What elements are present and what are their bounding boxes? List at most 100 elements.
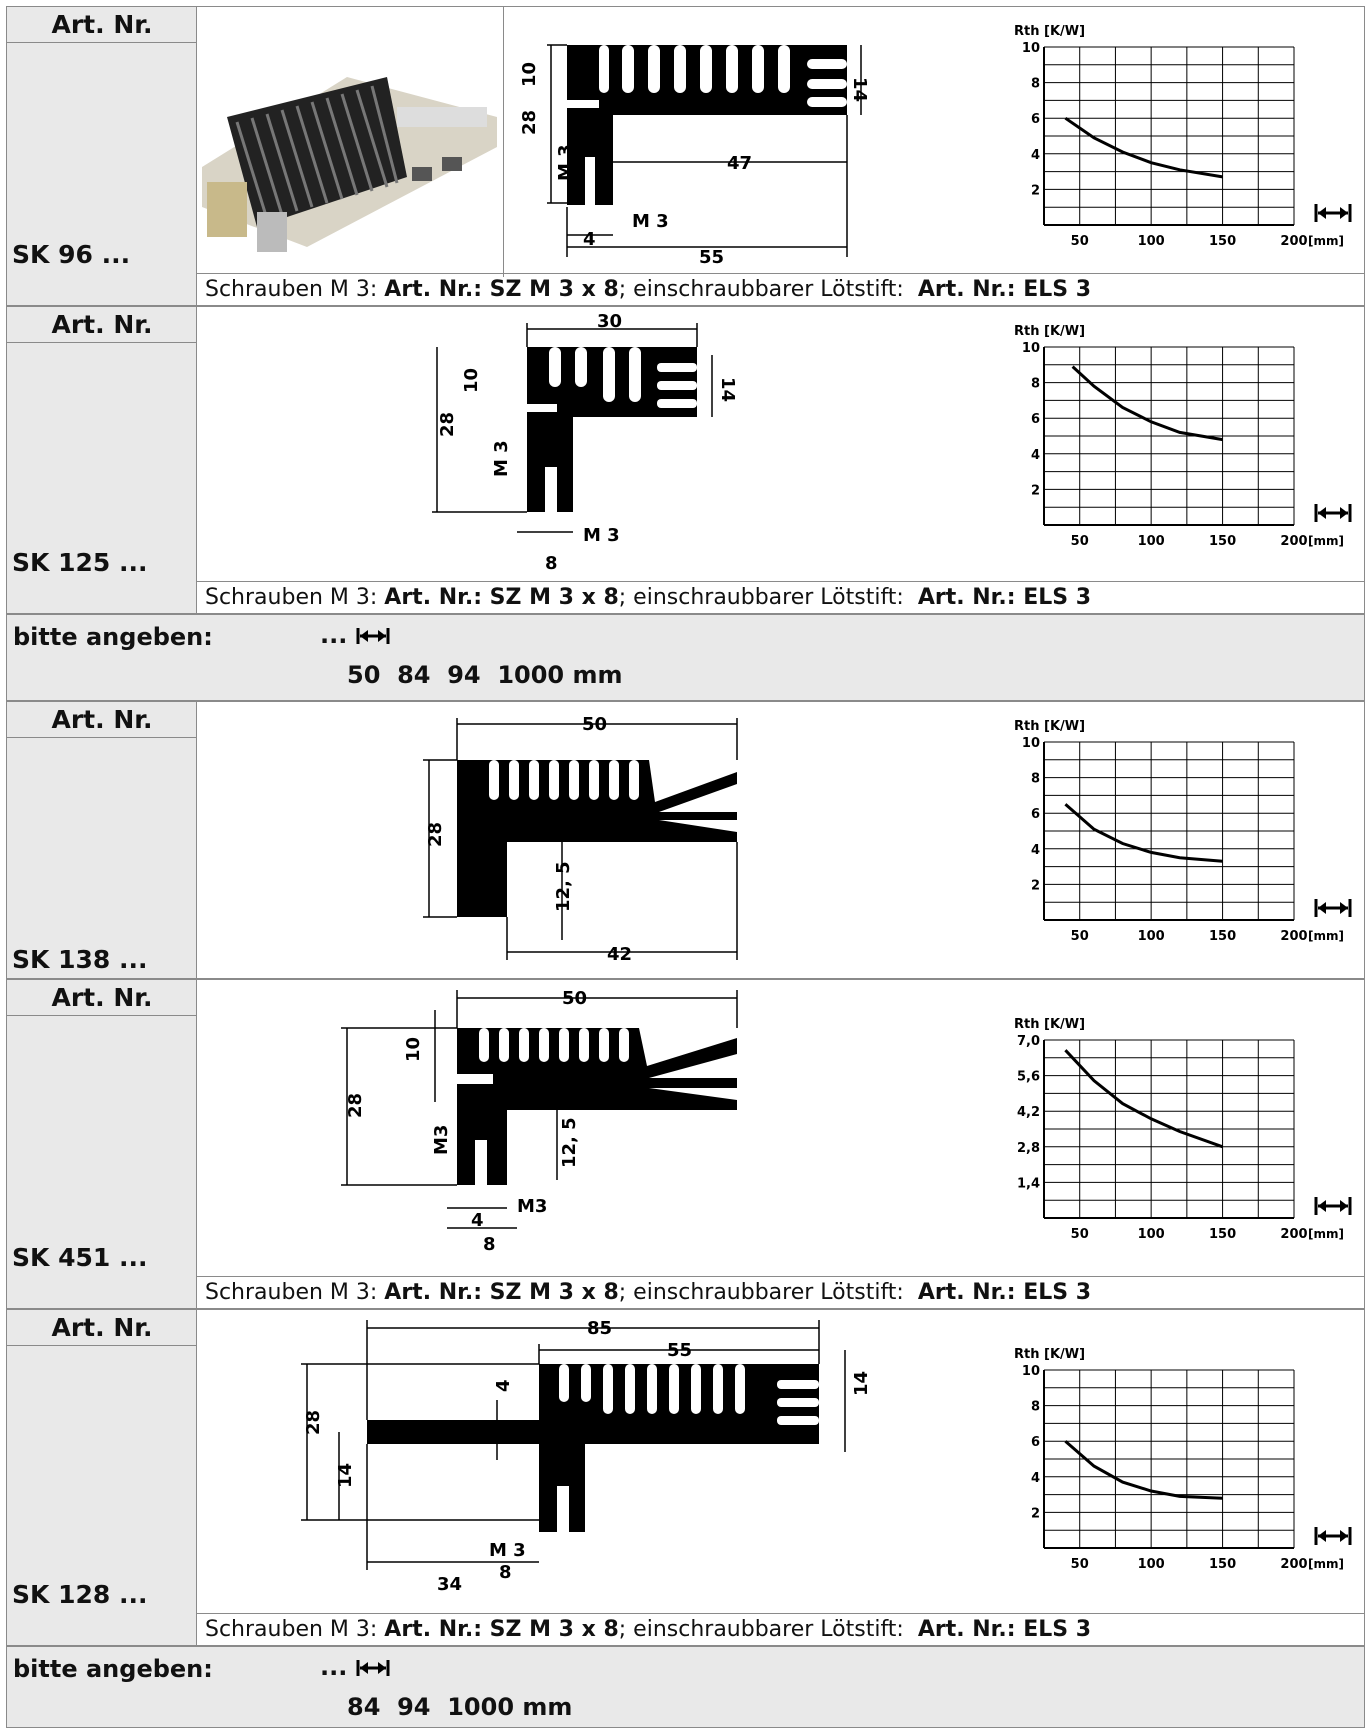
length-arrow-icon — [1318, 507, 1326, 519]
footer-mid: ; einschraubbarer Lötstift: — [618, 1617, 904, 1642]
article-code: SK 128 ... — [12, 1580, 148, 1609]
x-tick-label: 200 — [1280, 534, 1307, 549]
y-tick-label: 4 — [1031, 148, 1040, 163]
length-arrow-icon — [1318, 902, 1326, 914]
dim-label: 28 — [303, 1410, 324, 1435]
dim-label: M 3 — [491, 440, 512, 477]
y-tick-label: 8 — [1031, 377, 1040, 392]
length-arrow-icon — [1340, 1530, 1348, 1542]
y-axis-label: Rth [K/W] — [1014, 324, 1085, 339]
art-nr-label: Art. Nr. — [7, 307, 197, 343]
footer-mid: ; einschraubbarer Lötstift: — [618, 1280, 904, 1305]
rth-chart-svg: 2 4 6 8 10 50 100 150 200 [mm] Rth [K/W] — [1014, 24, 1352, 249]
length-arrow-icon — [1340, 507, 1348, 519]
x-tick-label: 50 — [1071, 929, 1089, 944]
dim-label: 42 — [607, 944, 632, 965]
length-arrow-icon — [1340, 1200, 1348, 1212]
rth-chart: 2 4 6 8 10 50 100 150 200 [mm] Rth [K/W] — [994, 307, 1364, 567]
rth-chart: 2 4 6 8 10 50 100 150 200 [mm] Rth [K/W] — [994, 1330, 1364, 1590]
order-dots: ... — [320, 621, 390, 649]
dim-label: 28 — [519, 110, 540, 135]
y-tick-label: 10 — [1022, 41, 1040, 56]
x-tick-label: 50 — [1071, 1557, 1089, 1572]
left-column: Art. Nr. SK 138 ... — [7, 702, 197, 978]
screw-note: Schrauben M 3: Art. Nr.: SZ M 3 x 8; ein… — [197, 1613, 1364, 1645]
x-tick-label: 150 — [1209, 929, 1236, 944]
dim-label: 12, 5 — [559, 1117, 580, 1168]
dim-label: 10 — [461, 368, 482, 393]
article-code: SK 125 ... — [12, 548, 148, 577]
left-column: Art. Nr. SK 451 ... — [7, 980, 197, 1308]
x-tick-label: 100 — [1138, 1227, 1165, 1242]
y-tick-label: 10 — [1022, 1364, 1040, 1379]
y-tick-label: 2 — [1031, 878, 1040, 893]
profile-drawing: 85 55 4 28 14 14 M 3 8 34 — [277, 1310, 917, 1645]
x-axis-unit: [mm] — [1308, 929, 1344, 943]
order-box: bitte angeben: ... 84 94 1000 mm — [6, 1646, 1365, 1728]
profile-drawing: 50 28 12, 5 42 — [397, 702, 777, 978]
dim-label: 50 — [562, 988, 587, 1009]
dim-label: 14 — [849, 77, 870, 102]
x-tick-label: 50 — [1071, 234, 1089, 249]
length-arrow-icon — [1318, 207, 1326, 219]
footer-art2: Art. Nr.: ELS 3 — [917, 585, 1092, 610]
order-box: bitte angeben: ... 50 84 94 1000 mm — [6, 614, 1365, 701]
x-tick-label: 200 — [1280, 1557, 1307, 1572]
dim-label: 10 — [403, 1037, 424, 1062]
rth-curve — [1064, 1440, 1223, 1500]
dim-label: 8 — [483, 1234, 496, 1255]
x-axis-unit: [mm] — [1308, 234, 1344, 248]
article-code: SK 138 ... — [12, 945, 148, 974]
x-tick-label: 200 — [1280, 929, 1307, 944]
x-tick-label: 100 — [1138, 1557, 1165, 1572]
x-tick-label: 200 — [1280, 1227, 1307, 1242]
length-arrow-icon — [356, 1660, 390, 1676]
screw-note: Schrauben M 3: Art. Nr.: SZ M 3 x 8; ein… — [197, 273, 1364, 305]
dim-label: 85 — [587, 1318, 612, 1339]
length-arrow-icon — [1318, 1200, 1326, 1212]
art-nr-label: Art. Nr. — [7, 7, 197, 43]
dim-label: 14 — [851, 1371, 872, 1396]
footer-prefix: Schrauben M 3: — [205, 1280, 378, 1305]
order-sizes: 84 94 1000 mm — [347, 1693, 573, 1721]
screw-note: Schrauben M 3: Art. Nr.: SZ M 3 x 8; ein… — [197, 581, 1364, 613]
rth-curve — [1064, 1049, 1224, 1149]
x-tick-label: 100 — [1138, 534, 1165, 549]
footer-art1: Art. Nr.: SZ M 3 x 8 — [384, 585, 619, 610]
y-tick-label: 2,8 — [1017, 1141, 1040, 1156]
y-tick-label: 6 — [1031, 412, 1040, 427]
y-axis-label: Rth [K/W] — [1014, 24, 1085, 39]
footer-prefix: Schrauben M 3: — [205, 277, 378, 302]
x-tick-label: 200 — [1280, 234, 1307, 249]
left-column: Art. Nr. SK 128 ... — [7, 1310, 197, 1645]
left-column: Art. Nr. SK 96 ... — [7, 7, 197, 305]
art-nr-label: Art. Nr. — [7, 980, 197, 1016]
y-axis-label: Rth [K/W] — [1014, 1017, 1085, 1032]
order-dots: ... — [320, 1653, 390, 1681]
dim-label: 8 — [545, 553, 558, 574]
y-tick-label: 2 — [1031, 483, 1040, 498]
dim-label: 28 — [425, 822, 446, 847]
footer-art1: Art. Nr.: SZ M 3 x 8 — [384, 1617, 619, 1642]
x-tick-label: 150 — [1209, 1557, 1236, 1572]
rth-chart-svg: 2 4 6 8 10 50 100 150 200 [mm] Rth [K/W] — [1014, 719, 1352, 944]
section-sk128: Art. Nr. SK 128 ... — [6, 1309, 1365, 1646]
x-axis-unit: [mm] — [1308, 1557, 1344, 1571]
footer-art1: Art. Nr.: SZ M 3 x 8 — [384, 1280, 619, 1305]
order-sizes: 50 84 94 1000 mm — [347, 661, 623, 689]
footer-art1: Art. Nr.: SZ M 3 x 8 — [384, 277, 619, 302]
y-tick-label: 5,6 — [1017, 1070, 1040, 1085]
x-tick-label: 50 — [1071, 534, 1089, 549]
dim-label: 14 — [717, 377, 738, 402]
footer-prefix: Schrauben M 3: — [205, 585, 378, 610]
x-tick-label: 100 — [1138, 929, 1165, 944]
y-tick-label: 4 — [1031, 843, 1040, 858]
dim-label: M 3 — [555, 144, 576, 181]
y-tick-label: 10 — [1022, 341, 1040, 356]
footer-prefix: Schrauben M 3: — [205, 1617, 378, 1642]
y-tick-label: 7,0 — [1017, 1034, 1040, 1049]
rth-chart: 1,4 2,8 4,2 5,6 7,0 50 100 150 200 [mm] Rth [K/W] — [994, 1000, 1364, 1260]
y-tick-label: 4,2 — [1017, 1105, 1040, 1120]
section-sk96: Art. Nr. SK 96 ... — [6, 6, 1365, 306]
x-tick-label: 150 — [1209, 534, 1236, 549]
